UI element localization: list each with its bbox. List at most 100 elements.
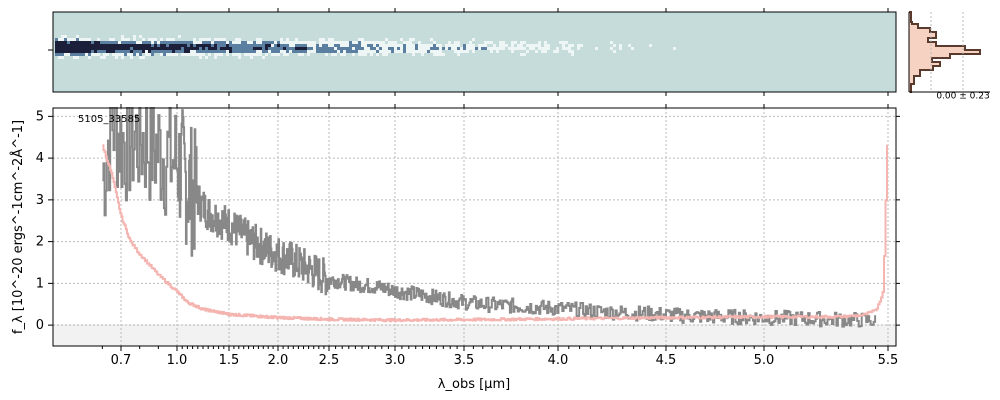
spectrum-2d-pixel bbox=[139, 44, 142, 47]
spectrum-2d-pixel bbox=[199, 47, 202, 50]
spectrum-2d-pixel bbox=[175, 47, 178, 50]
x-tick-label: 0.7 bbox=[111, 353, 132, 368]
spectrum-2d-pixel bbox=[373, 44, 376, 47]
spectrum-2d-pixel bbox=[400, 50, 403, 53]
x-tick-label: 1.5 bbox=[219, 353, 240, 368]
spectrum-2d-pixel bbox=[115, 41, 118, 44]
spectrum-2d-pixel bbox=[112, 50, 115, 53]
spectrum-2d-pixel bbox=[97, 44, 100, 47]
spectrum-2d-pixel bbox=[157, 47, 160, 50]
spectrum-2d-pixel bbox=[340, 44, 343, 47]
spectrum-2d-pixel bbox=[322, 50, 325, 53]
spectrum-2d-pixel bbox=[73, 50, 76, 53]
spectrum-2d-pixel bbox=[256, 47, 259, 50]
spectrum-2d-pixel bbox=[220, 41, 223, 44]
spectrum-2d-pixel bbox=[76, 38, 79, 41]
spectrum-2d-pixel bbox=[295, 41, 298, 44]
spectrum-2d-pixel bbox=[277, 41, 280, 44]
spectrum-2d-pixel bbox=[199, 41, 202, 44]
spectrum-2d-pixel bbox=[463, 50, 466, 53]
spectrum-2d-pixel bbox=[247, 50, 250, 53]
spectrum-2d-pixel bbox=[292, 41, 295, 44]
spectrum-2d-pixel bbox=[124, 41, 127, 44]
spectrum-2d-pixel bbox=[406, 50, 409, 53]
spectrum-2d-pixel bbox=[61, 47, 64, 50]
spectrum-2d-pixel bbox=[178, 50, 181, 53]
spectrum-2d-pixel bbox=[412, 44, 415, 47]
spectrum-2d-pixel bbox=[103, 47, 106, 50]
spectrum-2d-pixel bbox=[70, 38, 73, 41]
spectrum-2d-pixel bbox=[226, 44, 229, 47]
spectrum-2d-pixel bbox=[340, 47, 343, 50]
spectrum-2d-pixel bbox=[130, 50, 133, 53]
spectrum-2d-pixel bbox=[613, 50, 616, 53]
spectrum-2d-pixel bbox=[259, 50, 262, 53]
spectrum-2d-pixel bbox=[274, 50, 277, 53]
spectrum-2d-pixel bbox=[193, 44, 196, 47]
spectrum-2d-pixel bbox=[187, 53, 190, 56]
spectrum-2d-pixel bbox=[409, 41, 412, 44]
spectrum-2d-pixel bbox=[118, 53, 121, 56]
spectrum-2d-pixel bbox=[220, 50, 223, 53]
spectrum-2d-pixel bbox=[136, 50, 139, 53]
spectrum-2d-pixel bbox=[277, 47, 280, 50]
spectrum-2d-pixel bbox=[544, 44, 547, 47]
spectrum-2d-pixel bbox=[256, 38, 259, 41]
spectrum-2d-pixel bbox=[133, 35, 136, 38]
spectrum-2d-pixel bbox=[382, 53, 385, 56]
spectrum-2d-pixel bbox=[457, 47, 460, 50]
spectrum-2d-pixel bbox=[340, 50, 343, 53]
zero-band bbox=[53, 324, 896, 346]
spectrum-2d-pixel bbox=[343, 44, 346, 47]
spectrum-2d-pixel bbox=[184, 44, 187, 47]
spectrum-2d-pixel bbox=[547, 47, 550, 50]
spectrum-2d-pixel bbox=[166, 53, 169, 56]
spectrum-2d-pixel bbox=[199, 38, 202, 41]
spectrum-2d-pixel bbox=[445, 47, 448, 50]
spectrum-2d-pixel bbox=[220, 44, 223, 47]
spectrum-2d-pixel bbox=[106, 50, 109, 53]
spectrum-2d-pixel bbox=[145, 53, 148, 56]
spectrum-2d-pixel bbox=[280, 38, 283, 41]
spectrum-2d-pixel bbox=[415, 44, 418, 47]
spectrum-2d-pixel bbox=[97, 50, 100, 53]
spectrum-2d-pixel bbox=[154, 47, 157, 50]
spectrum-2d-pixel bbox=[490, 50, 493, 53]
spectrum-2d-pixel bbox=[70, 53, 73, 56]
spectrum-2d-pixel bbox=[76, 50, 79, 53]
spectrum-2d-pixel bbox=[157, 41, 160, 44]
spectrum-2d-pixel bbox=[202, 47, 205, 50]
error-series-line bbox=[102, 144, 889, 323]
spectrum-2d-pixel bbox=[367, 47, 370, 50]
y-tick-label: 1 bbox=[36, 276, 44, 291]
spectrum-2d-pixel bbox=[628, 44, 631, 47]
spectrum-2d-pixel bbox=[217, 44, 220, 47]
x-tick-label: 2.0 bbox=[268, 353, 289, 368]
spectrum-2d-pixel bbox=[190, 47, 193, 50]
spectrum-2d-pixel bbox=[76, 35, 79, 38]
spectrum-2d-pixel bbox=[103, 53, 106, 56]
spectrum-2d-pixel bbox=[223, 50, 226, 53]
spectrum-2d-pixel bbox=[307, 44, 310, 47]
spectrum-2d-pixel bbox=[283, 53, 286, 56]
spectrum-2d-pixel bbox=[409, 38, 412, 41]
spectrum-2d-pixel bbox=[364, 44, 367, 47]
spectrum-2d-pixel bbox=[508, 47, 511, 50]
spectrum-2d-pixel bbox=[337, 47, 340, 50]
spectrum-2d-pixel bbox=[226, 50, 229, 53]
spectrum-2d-pixel bbox=[79, 53, 82, 56]
spectrum-2d-pixel bbox=[571, 50, 574, 53]
spectrum-2d-pixel bbox=[268, 47, 271, 50]
spectrum-2d-pixel bbox=[325, 53, 328, 56]
spectrum-2d-pixel bbox=[58, 50, 61, 53]
spectrum-2d-pixel bbox=[418, 41, 421, 44]
spectrum-2d-pixel bbox=[97, 38, 100, 41]
spectrum-2d-pixel bbox=[196, 53, 199, 56]
spectrum-2d-pixel bbox=[313, 41, 316, 44]
spectrum-2d-pixel bbox=[250, 47, 253, 50]
spectrum-2d-pixel bbox=[463, 44, 466, 47]
profile-panel: 0.00 ± 0.23 bbox=[908, 11, 990, 102]
spectrum-2d-pixel bbox=[85, 44, 88, 47]
spectrum-2d-pixel bbox=[271, 50, 274, 53]
spectrum-2d-pixel bbox=[319, 50, 322, 53]
